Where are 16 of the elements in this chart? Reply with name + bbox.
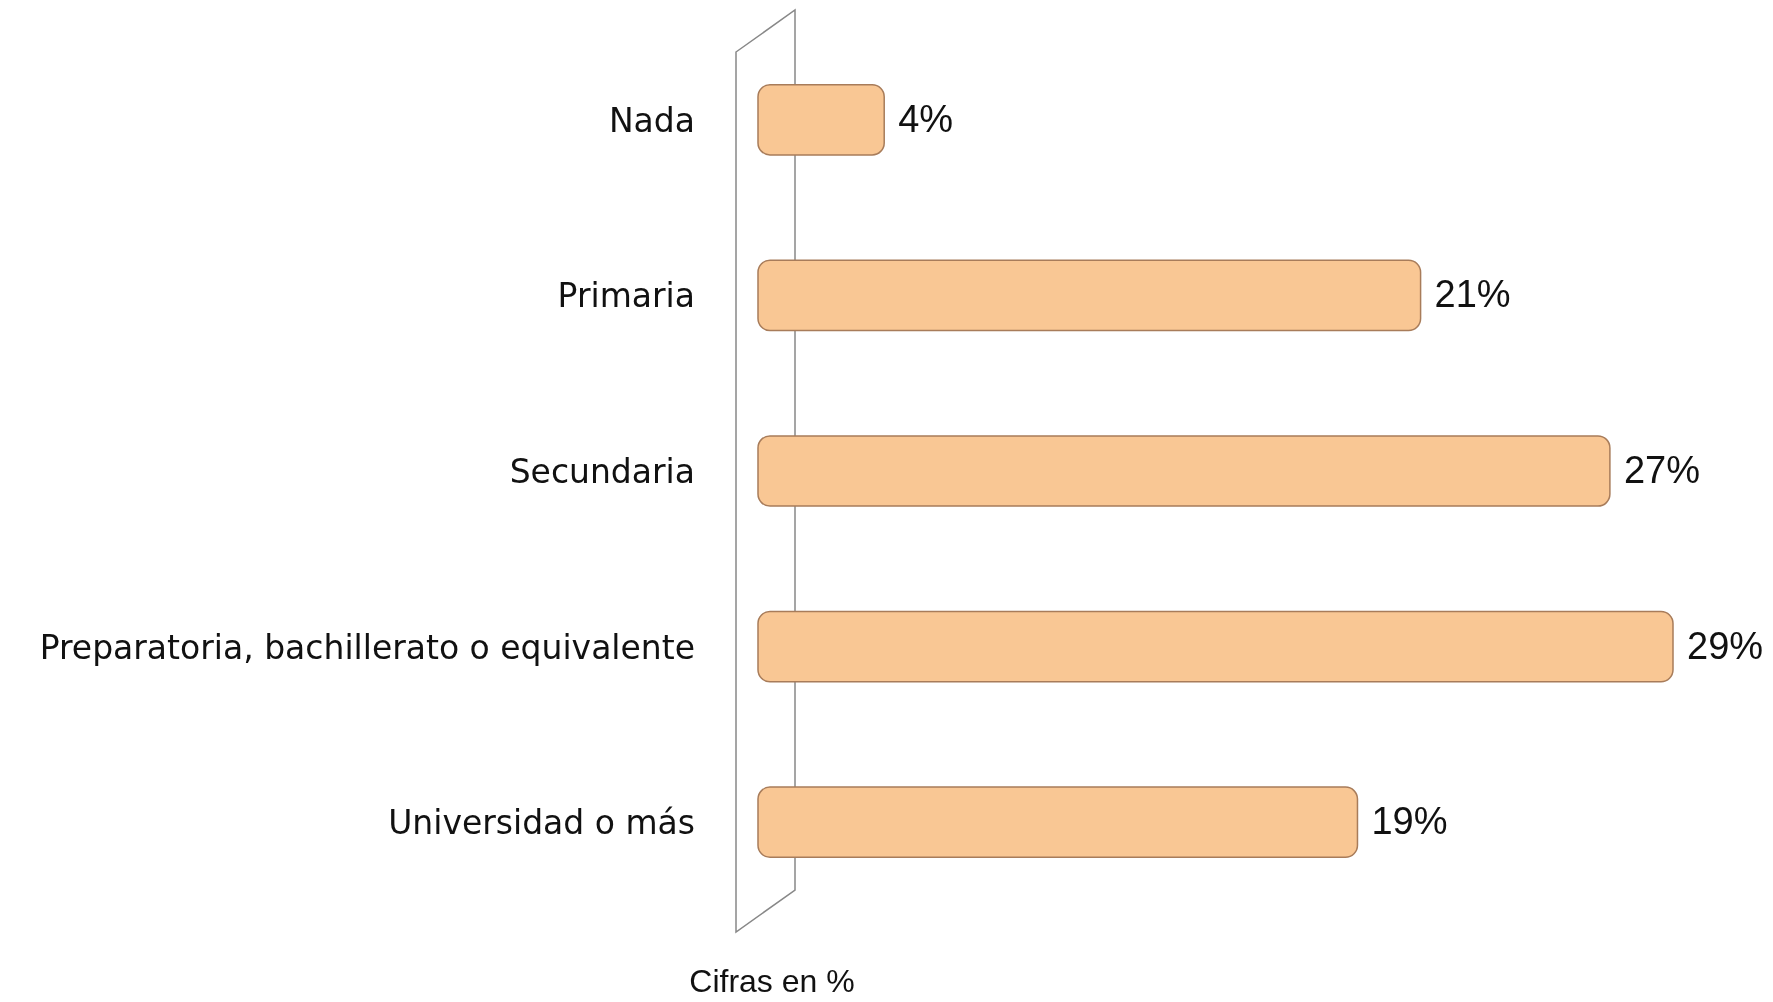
- data-label: 21%: [1434, 273, 1511, 316]
- bar: [757, 259, 1422, 332]
- y-tick-label: Secundaria: [509, 452, 695, 491]
- bar: [757, 83, 885, 156]
- data-label: 27%: [1623, 449, 1700, 491]
- text: Cifras en %: [689, 963, 855, 999]
- bar: [757, 610, 1674, 683]
- y-tick-label: Nada: [608, 100, 695, 140]
- data-label: 19%: [1371, 800, 1448, 843]
- y-tick-label: Universidad o más: [388, 803, 695, 843]
- y-tick-label: Preparatoria, bachillerato o equivalente: [39, 627, 695, 667]
- bar: [757, 435, 1611, 507]
- data-label: 4%: [898, 97, 954, 140]
- y-tick-label: Primaria: [557, 276, 695, 316]
- bar: [757, 786, 1359, 859]
- data-label: 29%: [1687, 624, 1764, 667]
